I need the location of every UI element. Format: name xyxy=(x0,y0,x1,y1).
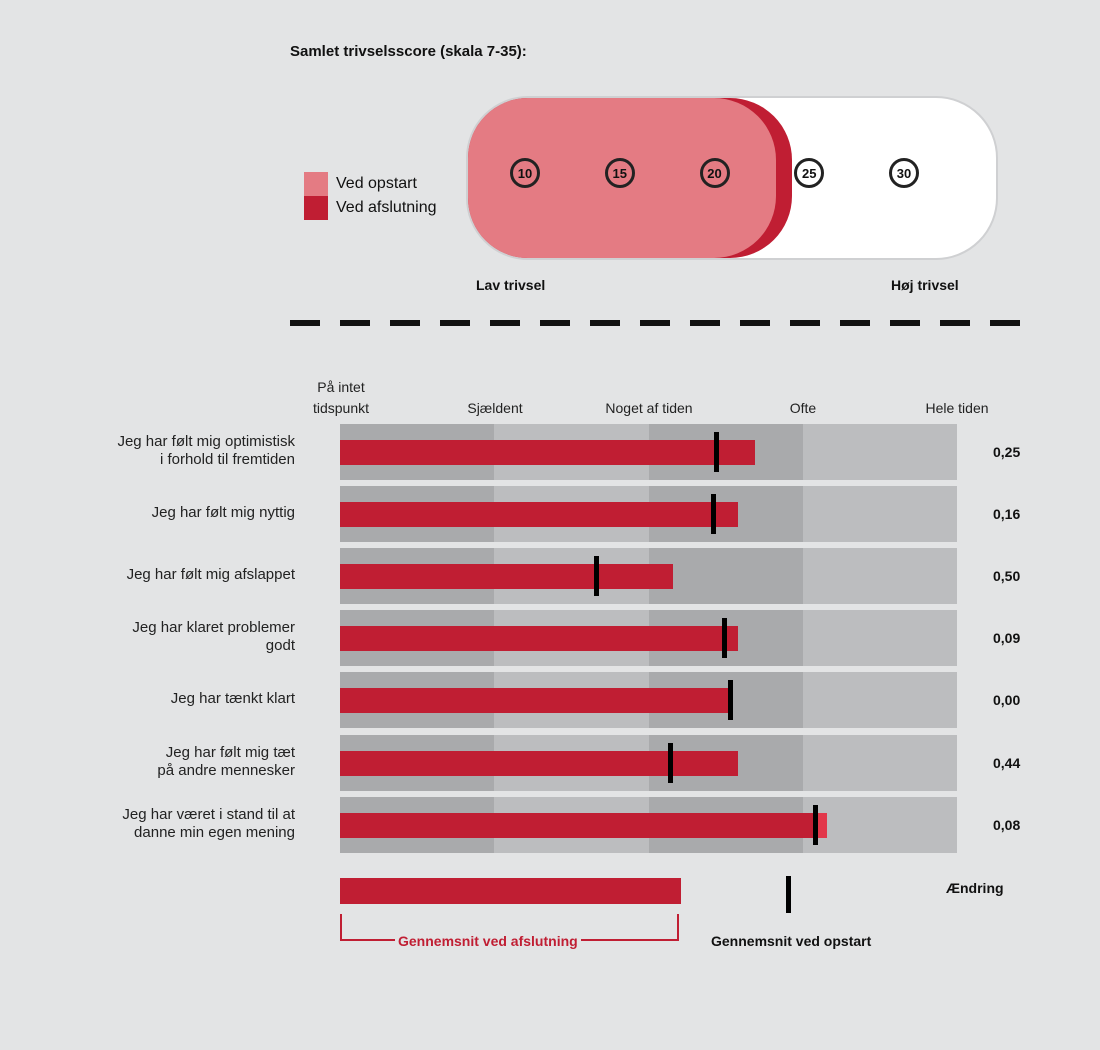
change-segment xyxy=(815,812,828,838)
start-average-marker xyxy=(721,618,727,659)
end-average-bar xyxy=(340,688,731,714)
legend-item-end: Ved afslutning xyxy=(304,196,437,220)
row-track xyxy=(340,672,957,729)
end-average-bar xyxy=(340,440,755,465)
change-segment xyxy=(724,626,738,652)
legend-item-start: Ved opstart xyxy=(304,172,417,196)
scale-tick-15: 15 xyxy=(604,158,635,188)
low-wellbeing-label: Lav trivsel xyxy=(476,277,546,293)
scale-band xyxy=(802,548,957,605)
row-track xyxy=(340,548,957,605)
high-wellbeing-label: Høj trivsel xyxy=(891,277,959,293)
total-score-scale xyxy=(466,96,998,260)
legend-swatch-end xyxy=(304,196,328,220)
scale-band xyxy=(802,796,957,853)
row-label: Jeg har følt mig optimistisk i forhold t… xyxy=(117,433,295,468)
change-segment xyxy=(713,502,738,528)
row-label: Jeg har følt mig tæt på andre mennesker xyxy=(157,743,295,779)
change-segment xyxy=(716,440,755,465)
legend-label-start: Ved opstart xyxy=(336,175,417,192)
start-average-marker xyxy=(667,742,673,783)
start-average-marker xyxy=(727,680,733,721)
key-start-marker xyxy=(786,876,791,913)
end-average-bar xyxy=(340,626,738,652)
change-value: 0,16 xyxy=(993,506,1021,523)
start-average-marker xyxy=(593,556,599,597)
scale-band xyxy=(802,672,957,729)
x-axis-label-4: Hele tiden xyxy=(925,400,989,416)
end-average-bar xyxy=(340,502,738,528)
row-track xyxy=(340,610,957,667)
change-value: 0,09 xyxy=(993,630,1021,647)
scale-tick-30: 30 xyxy=(889,158,919,188)
x-axis-label-2: Noget af tiden xyxy=(605,400,693,416)
section-divider xyxy=(290,320,1030,326)
legend-swatch-start xyxy=(304,172,328,196)
scale-band xyxy=(648,548,803,605)
row-label: Jeg har tænkt klart xyxy=(170,690,295,708)
change-segment xyxy=(596,564,674,590)
scale-tick-25: 25 xyxy=(794,158,825,188)
row-track xyxy=(340,734,957,791)
change-value: 0,00 xyxy=(993,692,1021,709)
change-value: 0,50 xyxy=(993,568,1021,585)
start-average-marker xyxy=(812,804,818,845)
key-end-bar xyxy=(340,878,681,904)
row-label: Jeg har følt mig afslappet xyxy=(126,566,295,584)
change-value: 0,44 xyxy=(993,754,1021,771)
start-average-marker xyxy=(713,432,719,472)
end-average-bar xyxy=(340,812,828,838)
row-label: Jeg har følt mig nyttig xyxy=(151,504,295,522)
change-segment xyxy=(670,750,738,776)
x-axis-label-3: Ofte xyxy=(789,400,817,416)
change-header: Ændring xyxy=(946,880,1004,896)
row-label: Jeg har været i stand til at danne min e… xyxy=(122,805,295,841)
legend-label-end: Ved afslutning xyxy=(336,199,437,216)
x-axis-label-1: Sjældent xyxy=(467,400,523,416)
scale-band xyxy=(802,424,957,480)
key-start-label: Gennemsnit ved opstart xyxy=(711,933,872,949)
x-axis-label-0: På intet tidspunkt xyxy=(312,379,370,416)
scale-tick-10: 10 xyxy=(510,158,540,188)
row-label: Jeg har klaret problemer godt xyxy=(132,619,295,655)
change-value: 0,25 xyxy=(993,444,1021,460)
scale-tick-20: 20 xyxy=(699,158,730,188)
change-value: 0,08 xyxy=(993,816,1021,833)
scale-band xyxy=(802,610,957,667)
scale-band xyxy=(802,734,957,791)
row-track xyxy=(340,424,957,480)
chart-title: Samlet trivselsscore (skala 7-35): xyxy=(290,43,527,60)
row-track xyxy=(340,486,957,543)
scale-band xyxy=(802,486,957,543)
key-end-label: Gennemsnit ved afslutning xyxy=(395,933,581,949)
start-average-marker xyxy=(710,494,716,535)
row-track xyxy=(340,796,957,853)
